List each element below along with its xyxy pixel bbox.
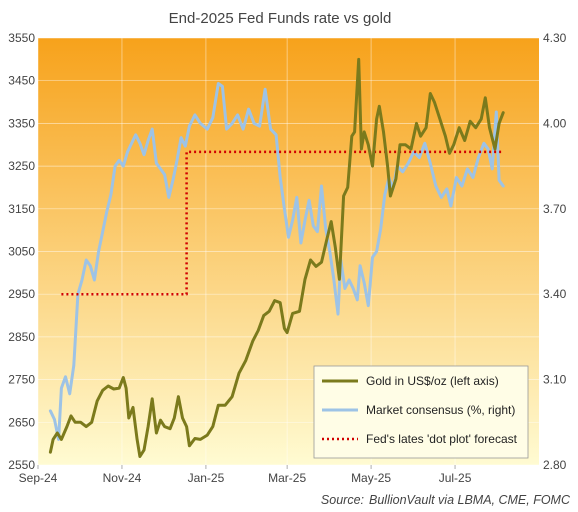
series-line-0 (48, 57, 505, 458)
y-right-tick-label: 2.80 (543, 458, 567, 472)
x-tick-label: Jul-25 (439, 471, 472, 485)
legend-label-gold: Gold in US$/oz (left axis) (366, 374, 499, 388)
y-left-tick-label: 2650 (8, 415, 35, 429)
y-left-tick-label: 3050 (8, 245, 35, 259)
y-left-tick-label: 2950 (8, 287, 35, 301)
source-note: Source: BullionVault via LBMA, CME, FOMC (321, 493, 571, 507)
y-axis-left: 2550 2650 2750 2850 2950 3050 3150 3250 3350 3450… (8, 31, 35, 472)
source-label: Source: (321, 493, 364, 507)
x-axis: Sep-24 Nov-24 Jan-25 Mar-25 May-25 Jul-25 (19, 465, 472, 485)
y-right-tick-label: 3.10 (543, 373, 567, 387)
legend-label-dotplot: Fed's lates 'dot plot' forecast (366, 432, 518, 446)
y-left-tick-label: 3450 (8, 74, 35, 88)
x-tick-label: May-25 (351, 471, 391, 485)
y-axis-right: 2.80 3.10 3.40 3.70 4.00 4.30 (543, 31, 567, 472)
y-right-tick-label: 4.30 (543, 31, 567, 45)
y-right-tick-label: 3.40 (543, 287, 567, 301)
y-left-tick-label: 3150 (8, 202, 35, 216)
y-left-tick-label: 3550 (8, 31, 35, 45)
x-tick-label: Sep-24 (19, 471, 58, 485)
y-right-tick-label: 3.70 (543, 202, 567, 216)
y-left-tick-label: 2850 (8, 330, 35, 344)
chart-title: End-2025 Fed Funds rate vs gold (169, 10, 392, 27)
series-layer (48, 57, 505, 458)
series-line-2 (61, 150, 504, 296)
legend-label-consensus: Market consensus (%, right) (366, 403, 515, 417)
x-tick-label: Nov-24 (103, 471, 142, 485)
source-body: BullionVault via LBMA, CME, FOMC (369, 493, 571, 507)
y-right-tick-label: 4.00 (543, 116, 567, 130)
x-tick-label: Mar-25 (268, 471, 306, 485)
y-left-tick-label: 2750 (8, 373, 35, 387)
y-left-tick-label: 3350 (8, 116, 35, 130)
x-tick-label: Jan-25 (188, 471, 225, 485)
series-line-1 (48, 82, 505, 441)
y-left-tick-label: 3250 (8, 159, 35, 173)
legend: Gold in US$/oz (left axis) Market consen… (313, 365, 529, 459)
y-left-tick-label: 2550 (8, 458, 35, 472)
